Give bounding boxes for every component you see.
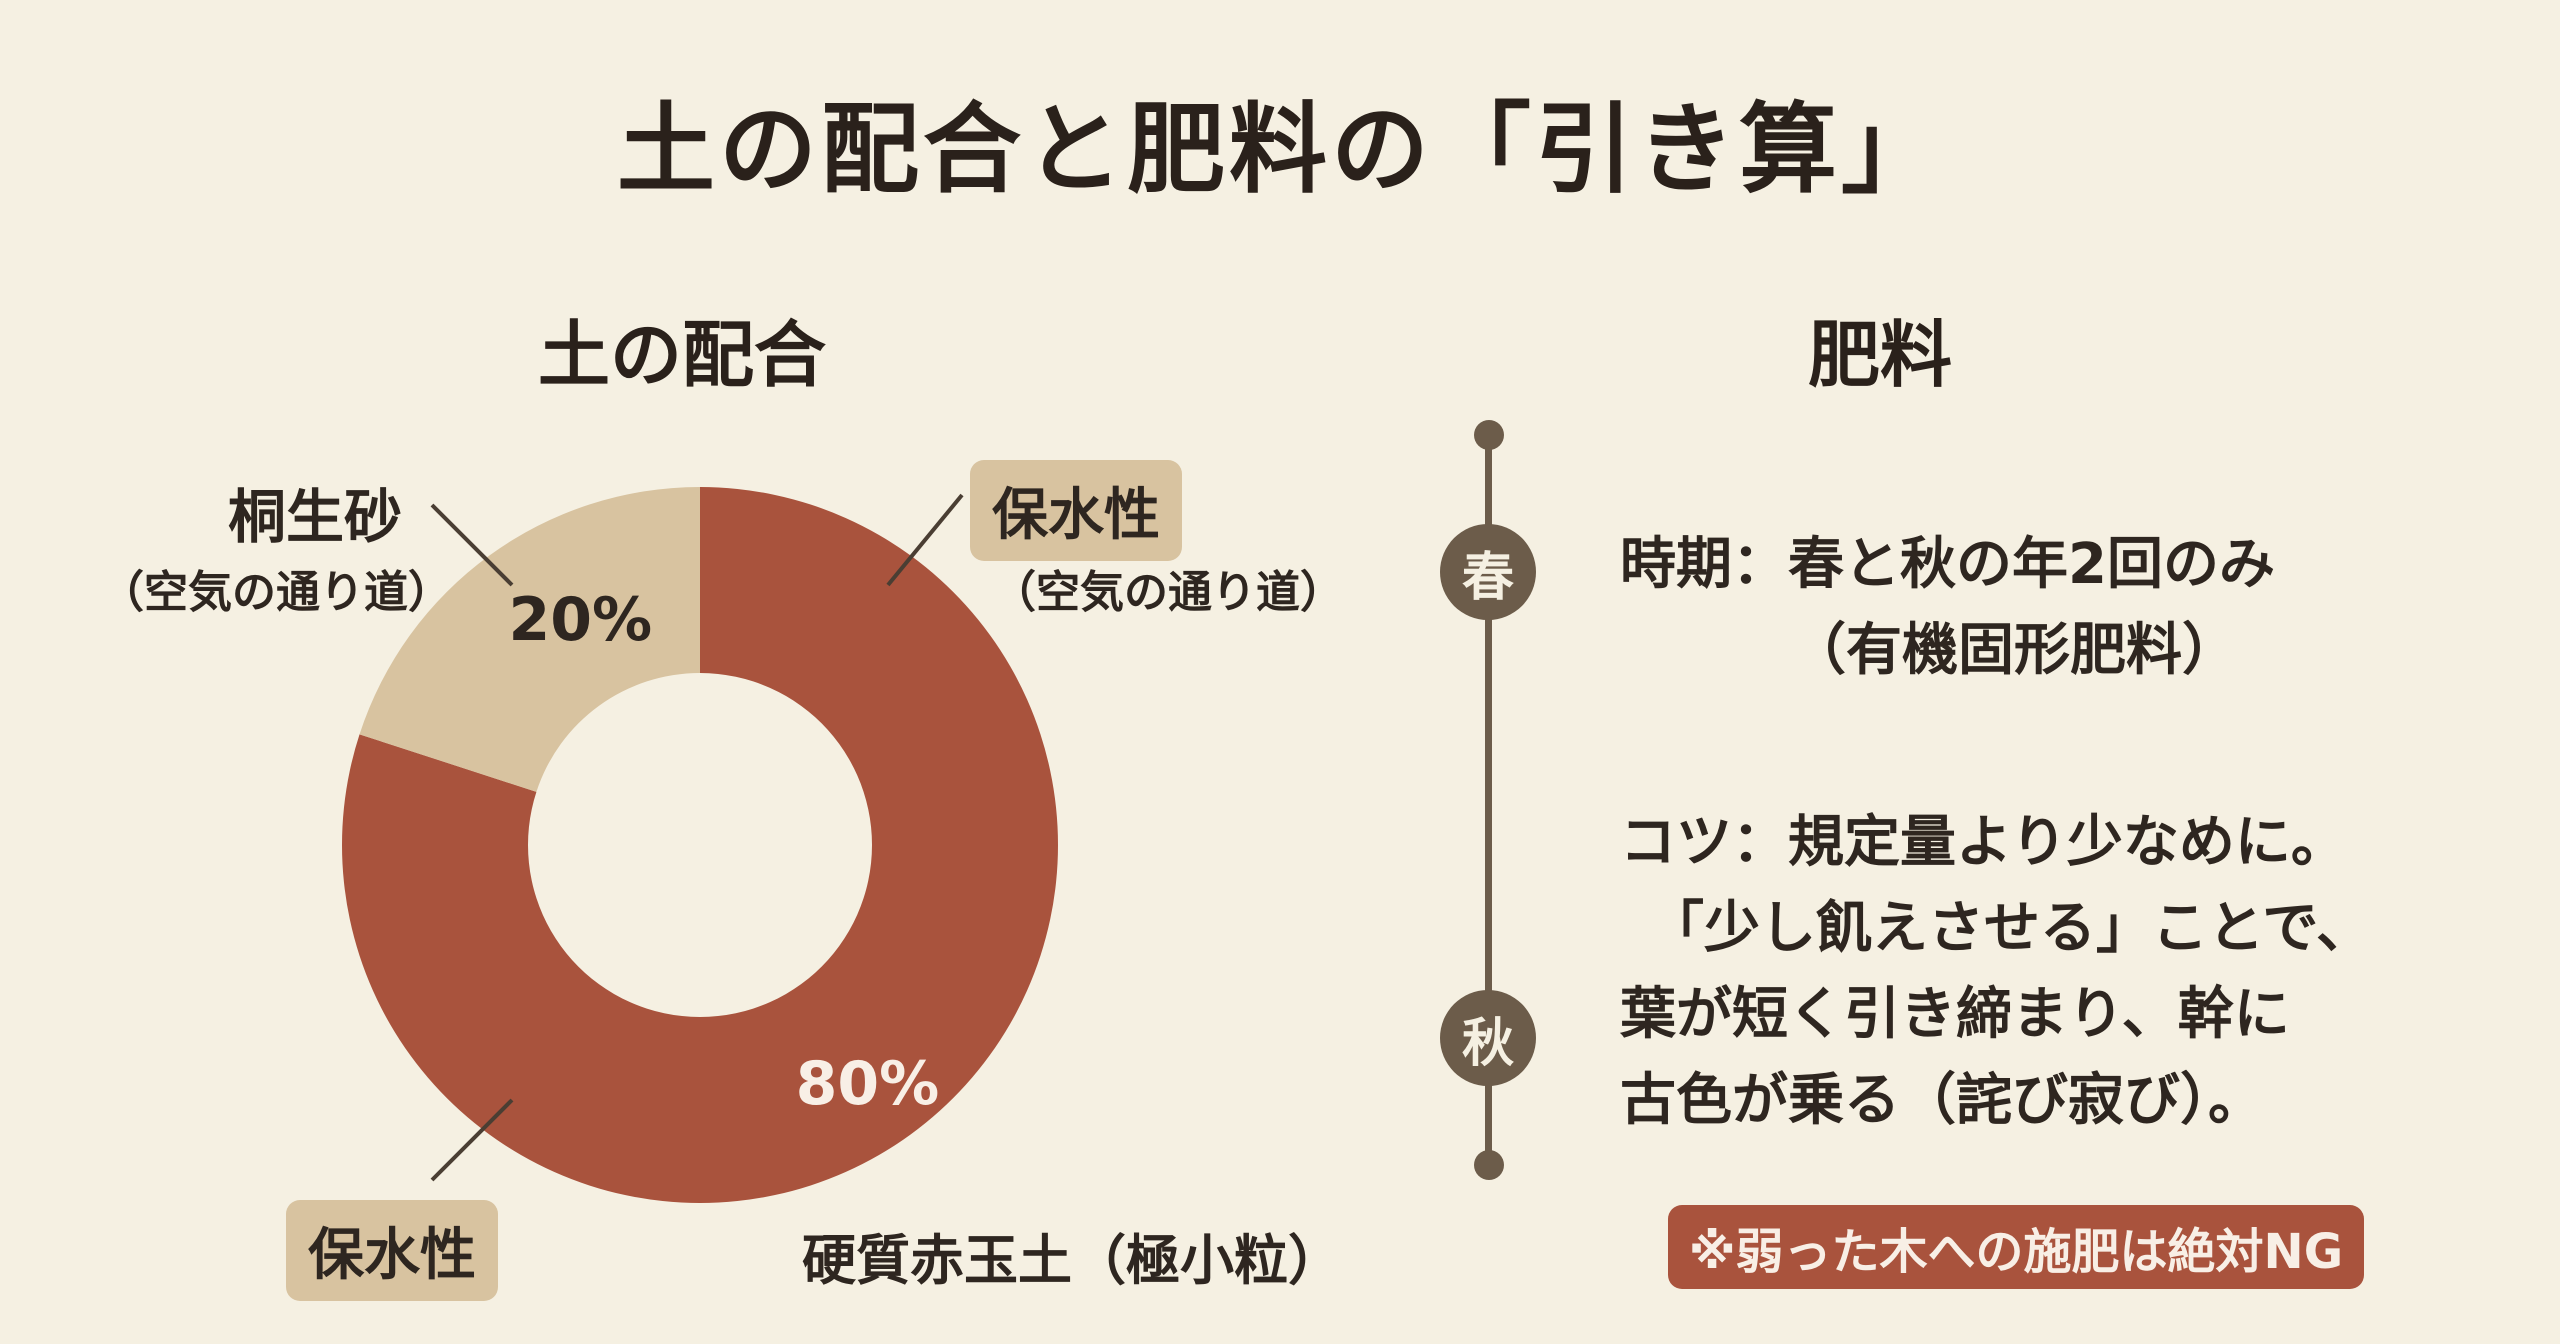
tip-line: 「少し飢えさせる」ことで、 bbox=[1620, 896, 2373, 961]
tip-text-block: コツ：規定量より少なめに。 「少し飢えさせる」ことで、 葉が短く引き締まり、幹に… bbox=[1620, 800, 2372, 1144]
tip-line: 葉が短く引き締まり、幹に bbox=[1620, 982, 2290, 1047]
leader-line-kiryu bbox=[430, 503, 514, 587]
timing-text: 時期：春と秋の年2回のみ bbox=[1620, 532, 2275, 597]
label-hosui-top-sub: （空気の通り道） bbox=[992, 567, 1344, 618]
season-autumn-badge: 秋 bbox=[1440, 990, 1536, 1086]
donut-slice-0 bbox=[341, 487, 1058, 1203]
timeline-start-dot bbox=[1474, 420, 1504, 450]
season-timeline bbox=[1485, 432, 1492, 1167]
season-spring-badge: 春 bbox=[1440, 524, 1536, 620]
label-kiryu: 桐生砂 bbox=[228, 483, 403, 551]
leader-line-hosui-bottom bbox=[430, 1098, 514, 1182]
timeline-end-dot bbox=[1474, 1150, 1504, 1180]
label-kiryu-sub: （空気の通り道） bbox=[100, 567, 452, 618]
data-label-kiryu: 20% bbox=[508, 585, 652, 655]
label-akadama: 硬質赤玉土（極小粒） bbox=[802, 1229, 1342, 1292]
data-label-akadama: 80% bbox=[796, 1049, 940, 1119]
leader-line-hosui-top bbox=[886, 493, 964, 587]
tag-hosui-bottom: 保水性 bbox=[286, 1200, 498, 1301]
fertilizer-heading: 肥料 bbox=[1808, 313, 1953, 397]
timing-subtext: （有機固形肥料） bbox=[1790, 618, 2238, 683]
donut-slice-1 bbox=[359, 487, 700, 792]
tip-line: コツ：規定量より少なめに。 bbox=[1620, 810, 2347, 875]
warning-badge: ※弱った木への施肥は絶対NG bbox=[1668, 1205, 2364, 1289]
soil-donut-chart: 80% 20% bbox=[341, 487, 1058, 1203]
page-title: 土の配合と肥料の「引き算」 bbox=[616, 92, 1943, 207]
tag-hosui-top: 保水性 bbox=[970, 460, 1182, 561]
tip-line: 古色が乗る（詫び寂び）。 bbox=[1620, 1068, 2264, 1133]
soil-heading: 土の配合 bbox=[538, 313, 827, 397]
